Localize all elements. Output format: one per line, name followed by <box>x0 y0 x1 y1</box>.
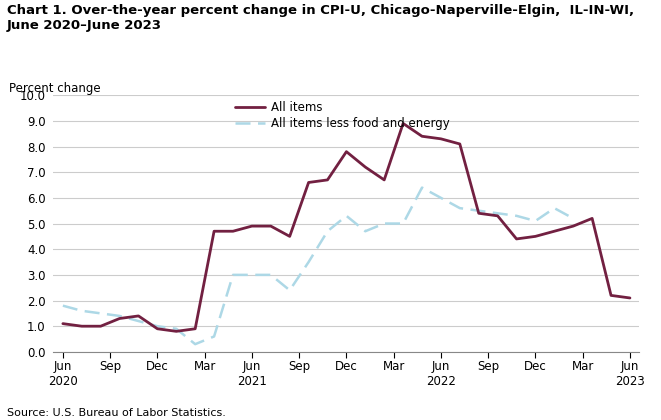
All items less food and energy <box>418 185 426 190</box>
All items less food and energy <box>135 318 143 323</box>
All items less food and energy <box>78 308 86 313</box>
All items <box>135 313 143 318</box>
All items <box>191 326 199 331</box>
All items less food and energy <box>153 324 161 329</box>
All items less food and energy <box>210 334 218 339</box>
All items less food and energy <box>342 213 350 218</box>
All items less food and energy <box>229 272 237 277</box>
All items less food and energy <box>437 195 445 200</box>
All items <box>418 134 426 139</box>
All items <box>59 321 67 326</box>
All items less food and energy <box>380 221 388 226</box>
Text: Chart 1. Over-the-year percent change in CPI-U, Chicago-Naperville-Elgin,  IL-IN: Chart 1. Over-the-year percent change in… <box>7 4 634 32</box>
All items less food and energy <box>173 326 180 331</box>
All items <box>588 216 596 221</box>
All items <box>116 316 124 321</box>
All items <box>267 223 275 228</box>
All items <box>286 234 293 239</box>
All items less food and energy <box>116 313 124 318</box>
All items less food and energy <box>551 206 559 211</box>
All items less food and energy <box>59 303 67 308</box>
Line: All items: All items <box>63 123 630 331</box>
Line: All items less food and energy: All items less food and energy <box>63 188 573 344</box>
All items less food and energy <box>248 272 256 277</box>
All items less food and energy <box>531 218 539 223</box>
All items <box>551 229 559 234</box>
Text: Source: U.S. Bureau of Labor Statistics.: Source: U.S. Bureau of Labor Statistics. <box>7 408 225 418</box>
All items <box>531 234 539 239</box>
All items <box>248 223 256 228</box>
All items less food and energy <box>286 288 293 293</box>
All items <box>512 236 520 241</box>
All items less food and energy <box>97 311 104 316</box>
All items less food and energy <box>191 341 199 346</box>
All items <box>362 165 369 170</box>
Legend: All items, All items less food and energy: All items, All items less food and energ… <box>235 101 449 130</box>
All items less food and energy <box>475 208 483 213</box>
All items less food and energy <box>569 216 577 221</box>
All items <box>607 293 615 298</box>
All items <box>305 180 313 185</box>
All items <box>437 136 445 142</box>
All items less food and energy <box>305 260 313 265</box>
All items <box>342 149 350 154</box>
All items <box>97 324 104 329</box>
All items less food and energy <box>399 221 407 226</box>
All items <box>173 329 180 334</box>
All items <box>399 121 407 126</box>
All items <box>78 324 86 329</box>
All items <box>380 177 388 182</box>
All items less food and energy <box>494 211 502 216</box>
All items less food and energy <box>323 229 331 234</box>
All items less food and energy <box>512 213 520 218</box>
Text: Percent change: Percent change <box>9 82 101 95</box>
All items <box>229 229 237 234</box>
All items <box>456 142 464 147</box>
All items <box>210 229 218 234</box>
All items less food and energy <box>362 229 369 234</box>
All items <box>153 326 161 331</box>
All items less food and energy <box>456 206 464 211</box>
All items <box>475 211 483 216</box>
All items <box>323 177 331 182</box>
All items <box>494 213 502 218</box>
All items <box>569 223 577 228</box>
All items less food and energy <box>267 272 275 277</box>
All items <box>626 295 634 300</box>
